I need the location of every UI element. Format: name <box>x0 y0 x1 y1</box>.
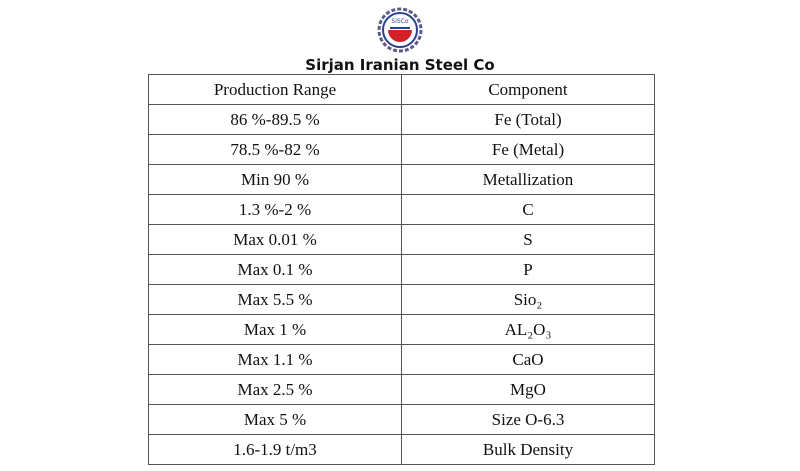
logo: SiSCo <box>377 7 423 53</box>
table-cell: Fe (Metal) <box>401 134 655 165</box>
table-cell: P <box>401 254 655 285</box>
table-cell: S <box>401 224 655 255</box>
table-cell: Max 1.1 % <box>148 344 402 375</box>
column-header: Component <box>401 74 655 105</box>
table-cell: Min 90 % <box>148 164 402 195</box>
table-row: Max 0.1 % P <box>148 254 655 285</box>
table-row: 78.5 %-82 % Fe (Metal) <box>148 134 655 165</box>
table-cell: 1.6-1.9 t/m3 <box>148 434 402 465</box>
table-row: Max 0.01 % S <box>148 224 655 255</box>
table-row: 86 %-89.5 % Fe (Total) <box>148 104 655 135</box>
table-cell: MgO <box>401 374 655 405</box>
table-cell: Size O-6.3 <box>401 404 655 435</box>
table-cell: 78.5 %-82 % <box>148 134 402 165</box>
table-cell: Sio₂ <box>401 284 655 315</box>
column-header: Production Range <box>148 74 402 105</box>
table-row: Max 5.5 % Sio₂ <box>148 284 655 315</box>
header-row: Production Range Component <box>148 74 655 105</box>
table-cell: C <box>401 194 655 225</box>
table-body: 86 %-89.5 % Fe (Total) 78.5 %-82 % Fe (Meta… <box>148 104 655 465</box>
table-cell: 86 %-89.5 % <box>148 104 402 135</box>
table-row: 1.6-1.9 t/m3 Bulk Density <box>148 434 655 465</box>
logo-text: SiSCo <box>391 18 408 25</box>
table-cell: Max 5.5 % <box>148 284 402 315</box>
table-row: Max 2.5 % MgO <box>148 374 655 405</box>
table-cell: Metallization <box>401 164 655 195</box>
table-cell: Bulk Density <box>401 434 655 465</box>
table-row: 1.3 %-2 % C <box>148 194 655 225</box>
table-cell: CaO <box>401 344 655 375</box>
table-row: Min 90 % Metallization <box>148 164 655 195</box>
table-cell: 1.3 %-2 % <box>148 194 402 225</box>
table-cell: AL₂O₃ <box>401 314 655 345</box>
table: Production Range Component 86 %-89.5 % Fe … <box>148 74 655 465</box>
table-row: Max 1 % AL₂O₃ <box>148 314 655 345</box>
table-cell: Max 1 % <box>148 314 402 345</box>
table-cell: Fe (Total) <box>401 104 655 135</box>
title: Sirjan Iranian Steel Co <box>305 56 495 74</box>
table-cell: Max 0.01 % <box>148 224 402 255</box>
table-cell: Max 0.1 % <box>148 254 402 285</box>
table-cell: Max 5 % <box>148 404 402 435</box>
table-row: Max 5 % Size O-6.3 <box>148 404 655 435</box>
table-row: Max 1.1 % CaO <box>148 344 655 375</box>
table-cell: Max 2.5 % <box>148 374 402 405</box>
